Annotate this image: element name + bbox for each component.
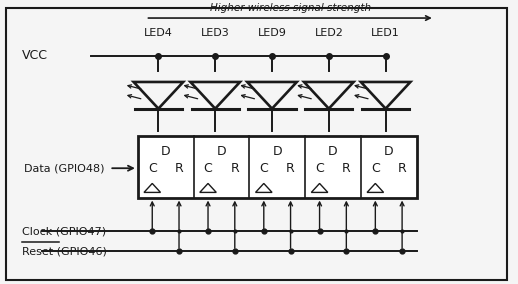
Text: D: D [161, 145, 170, 158]
Text: R: R [231, 162, 239, 175]
Text: R: R [175, 162, 183, 175]
Text: Data (GPIO48): Data (GPIO48) [24, 163, 104, 173]
Text: C: C [371, 162, 380, 175]
Text: LED9: LED9 [257, 28, 286, 38]
Text: LED2: LED2 [314, 28, 343, 38]
Text: C: C [315, 162, 324, 175]
Text: LED4: LED4 [144, 28, 173, 38]
Text: Reset (GPIO46): Reset (GPIO46) [22, 246, 106, 256]
Text: C: C [260, 162, 268, 175]
Text: D: D [328, 145, 338, 158]
Text: R: R [398, 162, 407, 175]
Text: D: D [384, 145, 394, 158]
Text: R: R [342, 162, 351, 175]
Text: C: C [204, 162, 212, 175]
Text: C: C [148, 162, 156, 175]
Text: D: D [272, 145, 282, 158]
Text: Higher wireless signal strength: Higher wireless signal strength [209, 3, 371, 13]
Text: LED1: LED1 [371, 28, 400, 38]
Text: VCC: VCC [22, 49, 48, 62]
Text: Clock (GPIO47): Clock (GPIO47) [22, 226, 106, 236]
FancyBboxPatch shape [138, 136, 416, 198]
Text: R: R [286, 162, 295, 175]
Text: D: D [217, 145, 226, 158]
Text: LED3: LED3 [201, 28, 229, 38]
